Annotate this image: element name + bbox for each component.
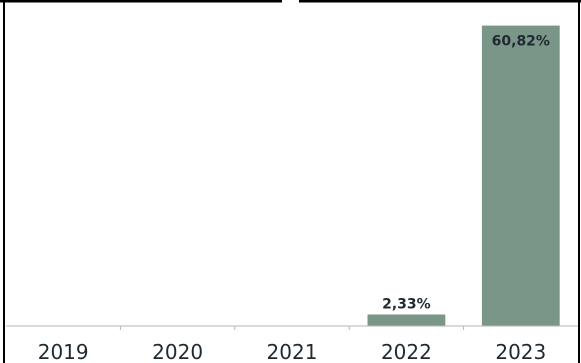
x-tick-label-2021: 2021 — [267, 340, 318, 363]
x-tick-label-2023: 2023 — [495, 340, 546, 363]
data-label-2023: 60,82% — [492, 34, 550, 50]
x-tick-label-2019: 2019 — [38, 340, 89, 363]
data-label-2022: 2,33% — [382, 296, 431, 312]
bar-2023 — [482, 26, 560, 326]
x-tick-label-2020: 2020 — [152, 340, 203, 363]
bar-2022 — [368, 314, 446, 326]
x-tick-label-2022: 2022 — [381, 340, 432, 363]
